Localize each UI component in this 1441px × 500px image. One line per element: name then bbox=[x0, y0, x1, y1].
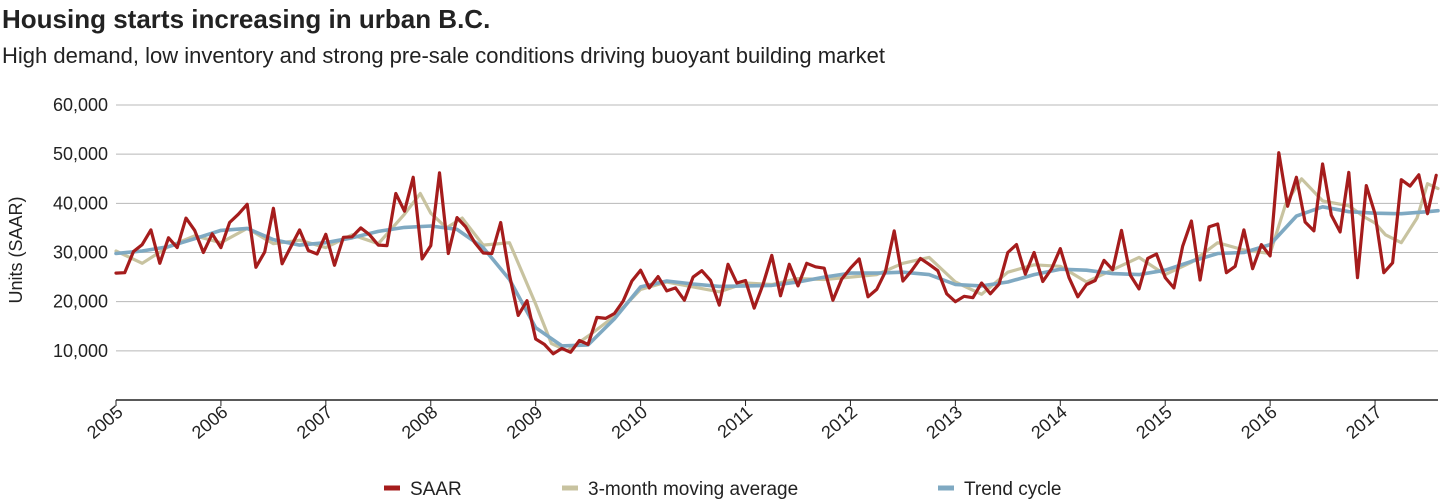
x-tick-label: 2009 bbox=[503, 402, 547, 443]
x-tick-label: 2015 bbox=[1132, 402, 1176, 443]
x-tick-label: 2008 bbox=[398, 402, 442, 443]
x-tick-label: 2005 bbox=[83, 402, 127, 443]
chart-subtitle: High demand, low inventory and strong pr… bbox=[2, 43, 885, 68]
x-tick-label: 2007 bbox=[293, 402, 337, 443]
legend-label-trend-cycle: Trend cycle bbox=[964, 479, 1062, 500]
legend: SAAR 3-month moving average Trend cycle bbox=[384, 479, 1062, 500]
x-tick-label: 2010 bbox=[608, 402, 652, 443]
x-tick-label: 2013 bbox=[922, 402, 966, 443]
x-tick-label: 2012 bbox=[817, 402, 861, 443]
x-tick-label: 2016 bbox=[1237, 402, 1281, 443]
y-axis-ticks: 10,000 20,000 30,000 40,000 50,000 60,000 bbox=[53, 95, 108, 361]
y-tick-label: 50,000 bbox=[53, 144, 108, 164]
grid bbox=[116, 104, 1438, 352]
series-lines bbox=[114, 151, 1440, 356]
y-tick-label: 30,000 bbox=[53, 243, 108, 263]
x-tick-label: 2006 bbox=[188, 402, 232, 443]
x-tick-label: 2014 bbox=[1027, 402, 1071, 443]
y-tick-label: 20,000 bbox=[53, 292, 108, 312]
legend-label-moving-average: 3-month moving average bbox=[588, 479, 798, 500]
x-axis-ticks: 2005 2006 2007 2008 2009 2010 2011 2012 2013 2014… bbox=[83, 400, 1386, 443]
y-axis-label: Units (SAAR) bbox=[6, 196, 26, 303]
chart-title: Housing starts increasing in urban B.C. bbox=[2, 4, 490, 34]
x-tick-label: 2017 bbox=[1342, 402, 1386, 443]
y-tick-label: 40,000 bbox=[53, 193, 108, 213]
x-tick-label: 2011 bbox=[714, 402, 757, 442]
series-line-3-month-moving-average bbox=[114, 177, 1440, 353]
y-tick-label: 60,000 bbox=[53, 95, 108, 115]
legend-label-saar: SAAR bbox=[410, 479, 462, 500]
series-line-saar bbox=[114, 151, 1438, 356]
y-tick-label: 10,000 bbox=[53, 341, 108, 361]
